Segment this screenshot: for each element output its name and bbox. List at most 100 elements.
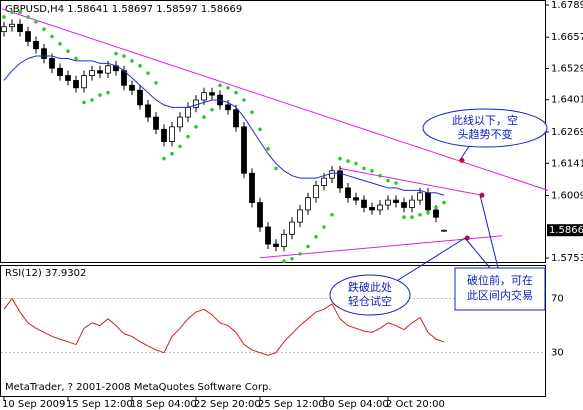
candle-body <box>137 89 143 106</box>
candle-body <box>65 75 71 81</box>
sar-dot <box>394 181 398 185</box>
sar-dot <box>250 110 254 115</box>
sar-dot <box>410 215 414 220</box>
candle-body <box>409 199 415 208</box>
sar-dot <box>330 212 334 217</box>
candle-body <box>49 58 55 69</box>
sar-dot <box>298 252 302 256</box>
moving-average <box>3 55 445 196</box>
candle-body <box>57 67 63 76</box>
candle-body <box>329 170 335 179</box>
sar-dot <box>282 259 286 263</box>
candle-body <box>433 209 439 218</box>
rsi-title: RSI(12) 37.9302 <box>5 268 86 279</box>
sar-dot <box>306 244 310 249</box>
candle-body <box>105 65 111 74</box>
candle-body <box>73 80 79 89</box>
sar-dot <box>162 156 166 161</box>
sar-dot <box>202 115 206 119</box>
sar-dot <box>378 173 382 178</box>
sar-dot <box>170 151 174 156</box>
sar-dot <box>194 125 198 129</box>
sar-dot <box>418 212 422 217</box>
y-tick-label: 1.60090 <box>551 190 583 201</box>
sar-dot <box>82 100 86 105</box>
candle-body <box>201 92 207 101</box>
note: 破位前，可在 <box>467 273 533 287</box>
callout <box>329 274 411 316</box>
candle-body <box>25 31 31 42</box>
footer: MetaTrader, ? 2001-2008 MetaQuotes Softw… <box>5 382 271 393</box>
y-tick-label: 30 <box>551 348 564 359</box>
sar-dot <box>130 59 134 63</box>
candle-body <box>145 104 151 118</box>
sar-dot <box>18 10 22 14</box>
sar-dot <box>74 56 78 61</box>
sar-dot <box>2 15 6 19</box>
sar-dot <box>258 127 262 132</box>
candle-body <box>153 116 159 130</box>
candle-body <box>297 209 303 223</box>
candle-body <box>289 221 295 235</box>
note: 此线以下，空 <box>452 113 518 127</box>
header: GBPUSD,H4 1.58641 1.58697 1.58597 1.5866… <box>5 4 242 15</box>
callouts: 此线以下，空 头趋势不变 破位前，可在 此区间内交易 跌破此处 轻仓试空 <box>329 108 548 316</box>
sar-dot <box>178 144 182 149</box>
sar-dot <box>266 147 270 151</box>
candle-body <box>305 197 311 211</box>
sar-dot <box>34 20 38 24</box>
sar-dot <box>402 215 406 220</box>
sar-dot <box>210 107 214 112</box>
sar-dot <box>90 98 94 102</box>
candle-body <box>313 185 319 199</box>
candle-body <box>33 40 39 50</box>
trendline <box>1 8 549 191</box>
x-tick-label: 25 Sep 12:00 <box>258 399 325 410</box>
candle-body <box>209 92 215 96</box>
sar-dot <box>10 10 14 14</box>
x-tick-label: 30 Sep 04:00 <box>322 399 389 410</box>
sar-dot <box>146 71 150 75</box>
candle-body <box>233 109 239 128</box>
candle-body <box>281 233 287 247</box>
candle-body <box>361 199 367 208</box>
x-tick-label: 18 Sep 04:00 <box>130 399 197 410</box>
candle-body <box>169 126 175 142</box>
arrow <box>479 194 499 269</box>
arrow <box>459 144 471 161</box>
sar-dot <box>154 81 158 85</box>
candle-body <box>353 197 359 201</box>
sar-dot <box>346 159 350 163</box>
candle-body <box>377 204 383 211</box>
price-label: 1.58669 <box>549 225 583 236</box>
candle-body <box>345 187 351 199</box>
candle-body <box>129 84 135 91</box>
sar-dot <box>26 15 30 19</box>
candle-body <box>97 70 103 74</box>
candle-body <box>385 199 391 206</box>
note: 头趋势不变 <box>458 127 513 141</box>
sar-dot <box>314 234 318 239</box>
candle-body <box>273 243 279 247</box>
candle-body <box>401 202 407 208</box>
sar-dot <box>434 205 438 210</box>
sar-dot <box>354 161 358 166</box>
y-tick-label: 70 <box>551 294 564 305</box>
candle-body <box>177 116 183 128</box>
callout <box>454 267 546 311</box>
candle-body <box>81 75 87 89</box>
sar-dot <box>426 210 430 215</box>
candle-body <box>193 99 199 108</box>
sar-dot <box>322 225 326 229</box>
candle-body <box>89 70 95 76</box>
price-marker <box>547 224 583 237</box>
sar-dot <box>338 156 342 161</box>
sar-dot <box>218 83 222 88</box>
sar-dot <box>50 34 54 39</box>
candle-body <box>249 172 255 203</box>
y-tick-label: 1.64010 <box>551 95 583 106</box>
rsi-line <box>3 297 445 356</box>
y-tick-label: 1.65290 <box>551 63 583 74</box>
sar-dot <box>274 166 278 171</box>
